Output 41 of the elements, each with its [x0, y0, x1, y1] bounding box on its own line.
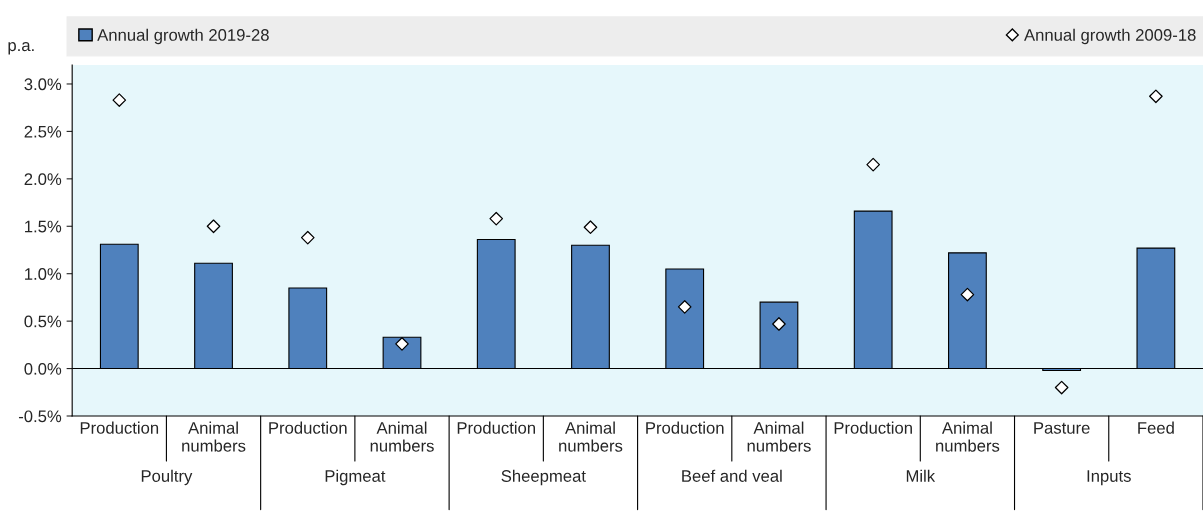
- point: [960, 287, 975, 302]
- point: [489, 211, 504, 226]
- point: [677, 300, 692, 314]
- y-tick-label: 0.0%: [24, 362, 62, 375]
- x-tick-label: Feed: [1138, 421, 1174, 434]
- legend-label: Annual growth 2009-18: [1024, 28, 1196, 45]
- text: Pigmeat: [325, 469, 386, 486]
- y-tick-label: 0.5%: [24, 315, 62, 328]
- x-tick-label: Animal numbers: [182, 421, 246, 452]
- y-tick-label: 2.0%: [24, 173, 62, 186]
- legend-label: Annual growth 2019-28: [97, 28, 269, 45]
- text: Inputs: [1087, 470, 1131, 486]
- y-tick-label: 1.5%: [25, 220, 62, 233]
- text: Milk: [906, 469, 936, 482]
- y-tick-label: 1.0%: [25, 268, 62, 280]
- point: [395, 337, 409, 351]
- x-tick-label: Production: [269, 421, 347, 434]
- text: Sheepmeat: [501, 469, 586, 486]
- point: [583, 220, 598, 235]
- y-axis-title: p.a.: [8, 42, 34, 55]
- x-tick-label: Animal numbers: [747, 421, 811, 452]
- x-tick-label: Production: [80, 421, 159, 434]
- y-tick-label: 2.5%: [24, 125, 62, 138]
- x-tick-label: Production: [834, 421, 912, 434]
- point: [1149, 89, 1163, 104]
- y-tick-label: -0.5%: [18, 410, 62, 423]
- point: [300, 230, 315, 245]
- x-tick-label: Pasture: [1034, 422, 1090, 434]
- point: [112, 93, 127, 107]
- x-tick-label: Animal numbers: [370, 421, 434, 452]
- point: [1054, 380, 1069, 395]
- x-tick-label: Animal numbers: [559, 421, 623, 452]
- x-tick-label: Production: [646, 421, 724, 434]
- point: [772, 317, 786, 331]
- x-tick-label: Production: [457, 421, 535, 434]
- text: Beef and veal: [682, 469, 782, 482]
- y-tick-label: 3.0%: [24, 78, 62, 91]
- text: Poultry: [141, 469, 193, 486]
- x-tick-label: Animal numbers: [936, 421, 1000, 452]
- point: [206, 219, 221, 234]
- point: [866, 157, 881, 172]
